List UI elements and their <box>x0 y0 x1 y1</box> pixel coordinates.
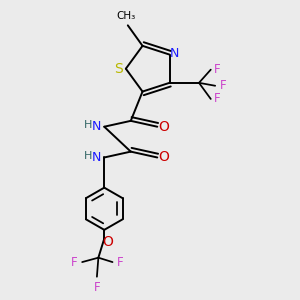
Text: F: F <box>214 63 221 76</box>
Text: F: F <box>214 92 221 105</box>
Text: CH₃: CH₃ <box>117 11 136 21</box>
Text: F: F <box>94 281 100 294</box>
Text: O: O <box>158 120 169 134</box>
Text: O: O <box>102 236 112 249</box>
Text: F: F <box>220 79 226 92</box>
Text: N: N <box>92 120 102 133</box>
Text: S: S <box>114 62 123 76</box>
Text: F: F <box>117 256 124 268</box>
Text: H: H <box>84 120 92 130</box>
Text: N: N <box>92 151 102 164</box>
Text: N: N <box>170 46 179 60</box>
Text: H: H <box>84 151 92 161</box>
Text: O: O <box>158 151 169 164</box>
Text: F: F <box>71 256 78 268</box>
